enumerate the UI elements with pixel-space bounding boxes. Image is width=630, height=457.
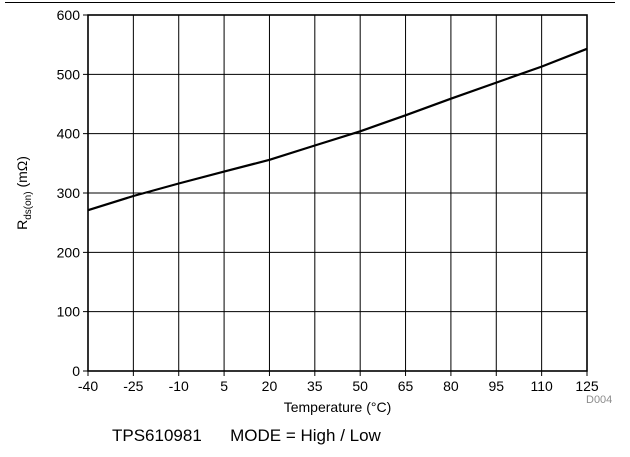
data-point (133, 195, 135, 197)
x-tick-label: -40 (78, 378, 98, 394)
chart-caption: TPS610981 MODE = High / Low (112, 426, 381, 445)
series-line (87, 47, 588, 212)
x-tick-label: 65 (398, 378, 414, 394)
data-point (405, 114, 407, 116)
x-tick-label: 125 (575, 378, 599, 394)
x-axis-label: Temperature (°C) (284, 399, 392, 415)
series-layer (87, 47, 588, 212)
x-tick-label: 80 (443, 378, 459, 394)
x-tick-label: 5 (220, 378, 228, 394)
data-point (223, 171, 225, 173)
x-tick-label: 20 (262, 378, 278, 394)
x-tick-label: 110 (530, 378, 553, 394)
y-axis-label: Rds(on) (mΩ) (14, 156, 34, 230)
y-axis-label-unit: (mΩ) (14, 156, 30, 191)
x-tick-label: -10 (169, 378, 189, 394)
data-point (178, 183, 180, 185)
x-tick-label: 95 (488, 378, 504, 394)
data-point (269, 159, 271, 161)
chart-grid (83, 14, 588, 376)
data-point (495, 82, 497, 84)
plot-frame (87, 14, 588, 372)
y-tick-label: 100 (57, 304, 81, 320)
x-tick-label: 50 (352, 378, 368, 394)
tick-labels: -40 -25 -10 5 20 35 50 65 80 95 110 125 0 100 200 300 40… (57, 7, 599, 394)
y-axis-label-main: R (14, 220, 30, 230)
x-tick-label: 35 (307, 378, 323, 394)
y-axis-label-sub: ds(on) (23, 191, 34, 219)
y-tick-label: 400 (57, 126, 81, 142)
y-tick-label: 600 (57, 7, 81, 23)
data-point (314, 145, 316, 147)
top-rule (5, 2, 615, 3)
x-tick-label: -25 (123, 378, 143, 394)
data-point (359, 130, 361, 132)
data-point (450, 98, 452, 100)
figure-code: D004 (586, 394, 613, 406)
y-tick-label: 0 (72, 363, 80, 379)
y-tick-label: 500 (57, 66, 81, 82)
data-point (541, 66, 543, 68)
y-tick-label: 200 (57, 244, 81, 260)
y-tick-label: 300 (57, 185, 81, 201)
